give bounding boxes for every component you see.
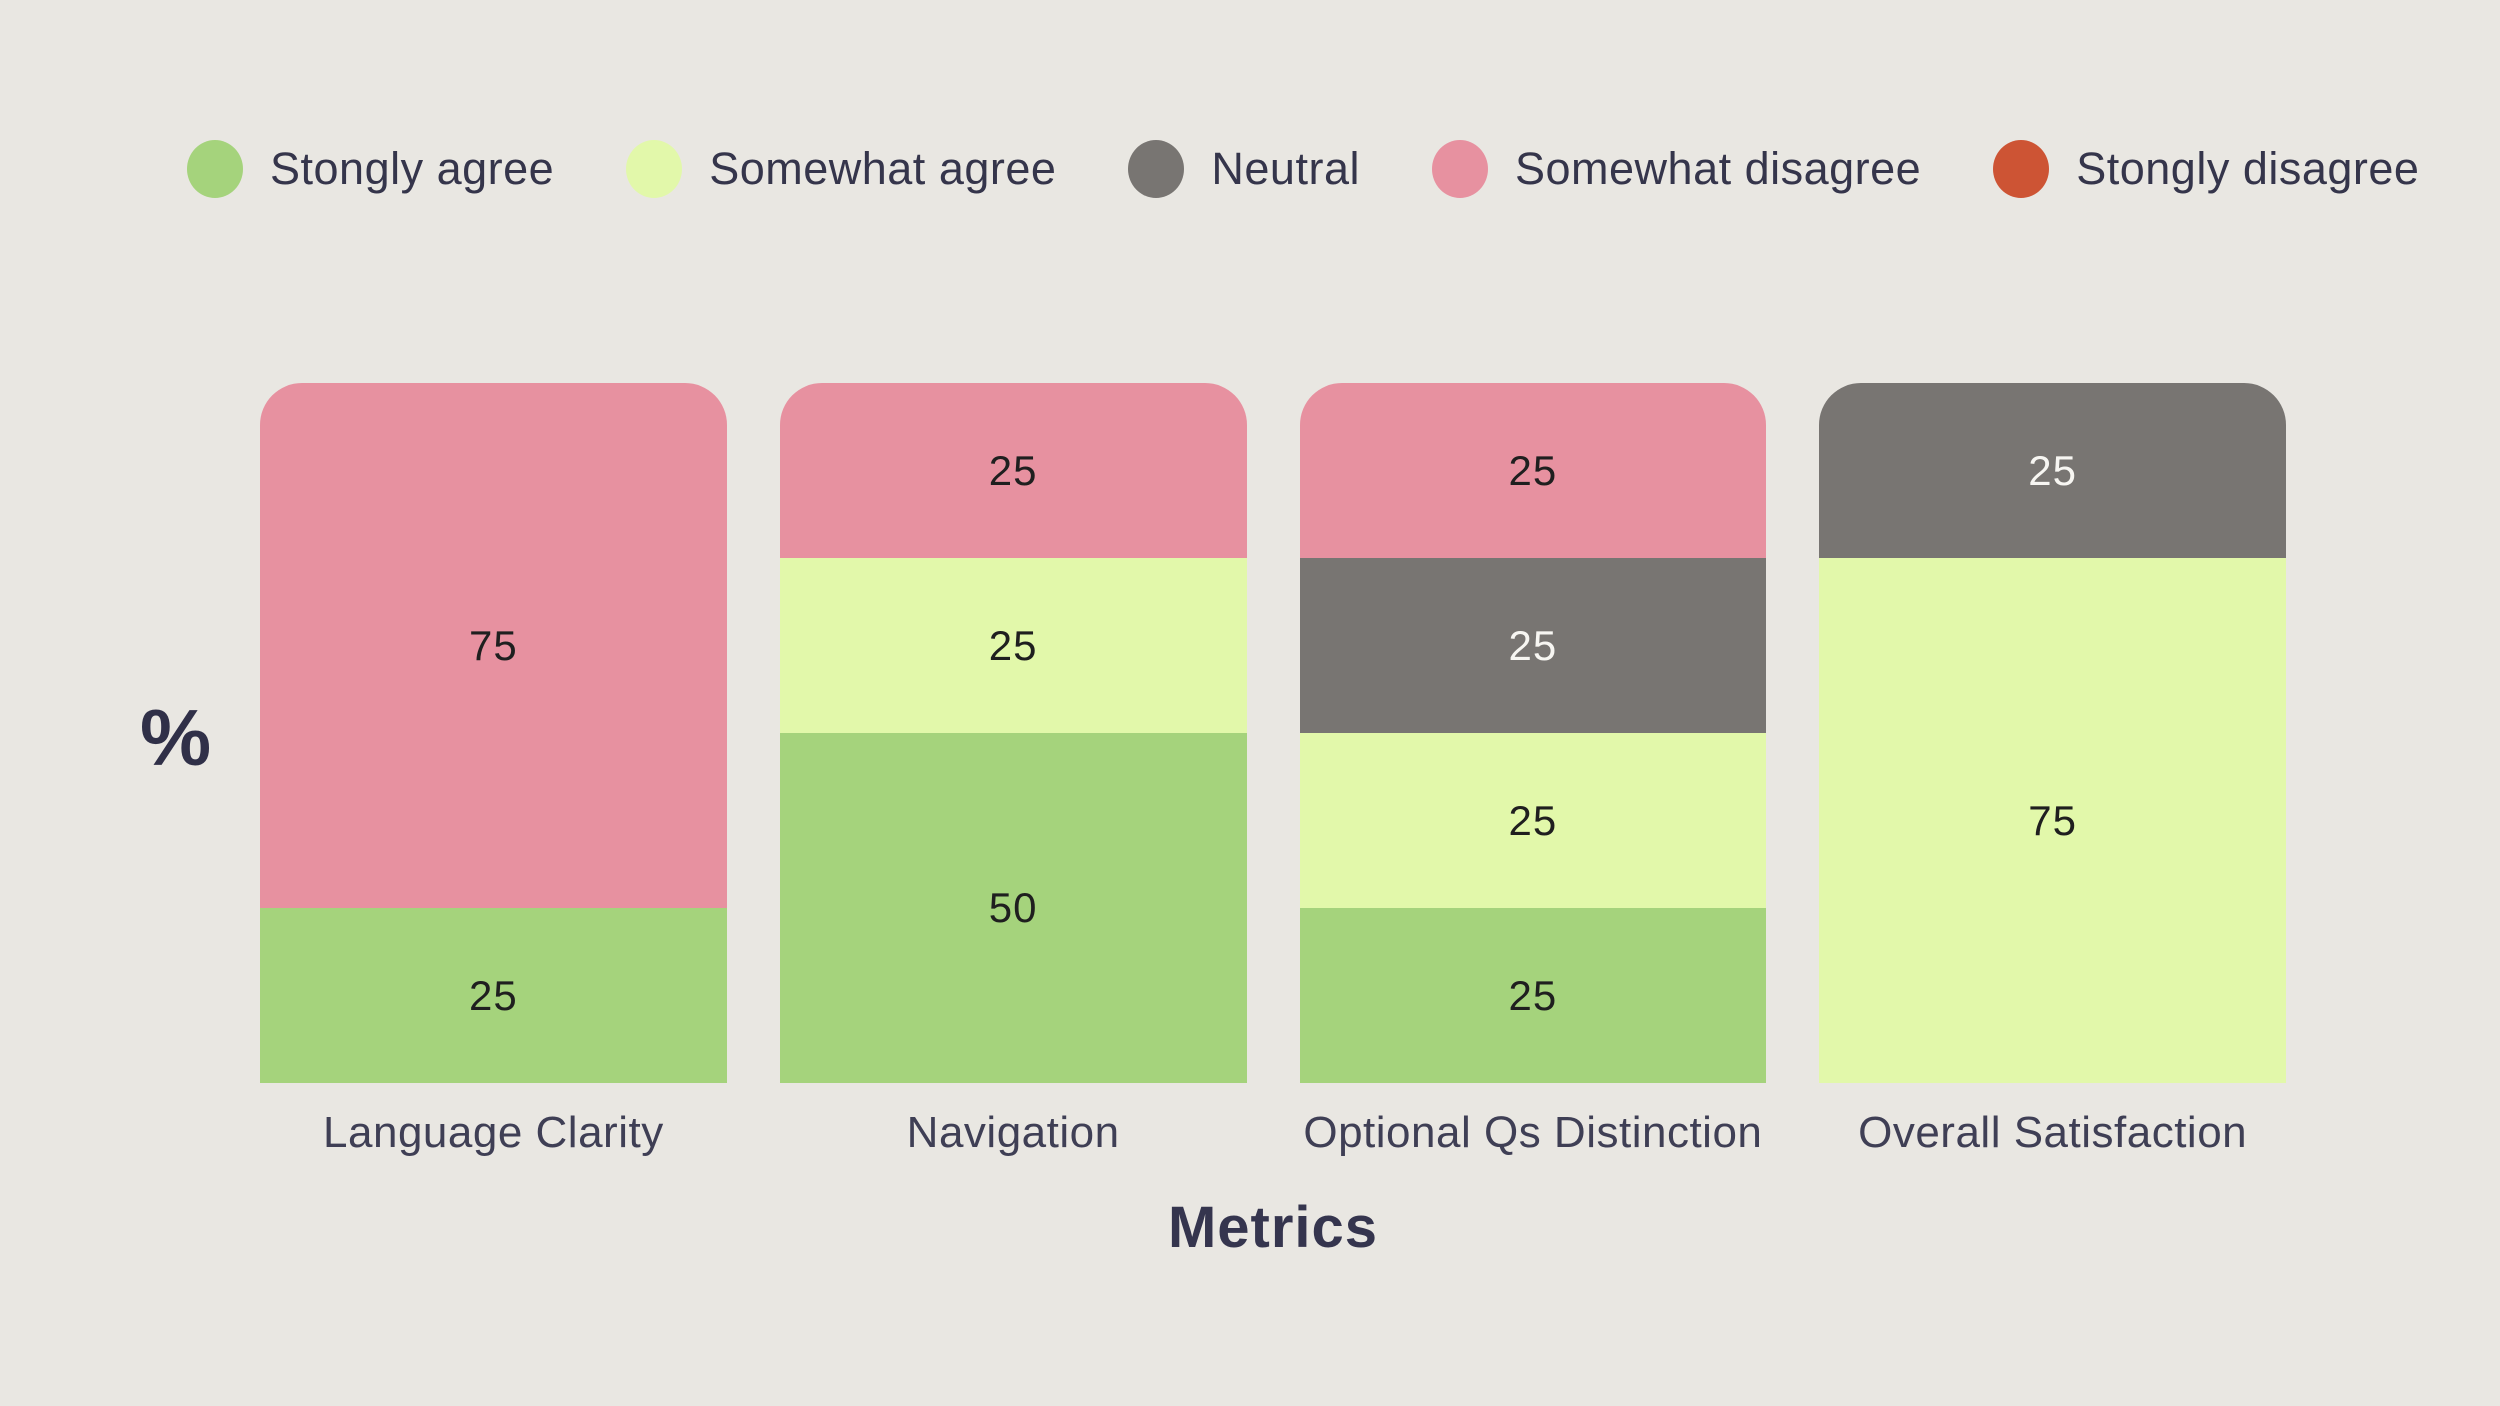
- legend-label: Stongly disagree: [2076, 143, 2420, 194]
- bar-segment: 25: [779, 558, 1247, 733]
- legend-label: Neutral: [1211, 143, 1360, 194]
- segment-value-label: 25: [2028, 446, 2077, 494]
- bar-language-clarity: 75 25: [260, 383, 727, 1083]
- bar-overall-satisfaction: 25 75: [1819, 383, 2286, 1083]
- legend-label: Somewhat agree: [709, 143, 1057, 194]
- segment-value-label: 25: [1508, 446, 1558, 494]
- segment-value-label: 75: [2028, 796, 2077, 844]
- bar-segment: 50: [779, 733, 1247, 1083]
- legend-swatch-icon: [1431, 140, 1488, 198]
- segment-value-label: 75: [469, 621, 518, 669]
- segment-value-label: 25: [1508, 621, 1558, 669]
- bar-segment: 25: [1819, 383, 2286, 558]
- bar-segment: 75: [260, 383, 727, 908]
- category-label: Overall Satisfaction: [1858, 1108, 2248, 1157]
- legend-swatch-icon: [626, 140, 683, 198]
- bar-segment: 25: [1299, 733, 1767, 908]
- legend-item: Stongly disagree: [1993, 140, 2419, 198]
- segment-value-label: 25: [1508, 971, 1558, 1019]
- bar-segment: 25: [260, 908, 727, 1083]
- legend-item: Somewhat disagree: [1431, 140, 1922, 198]
- category-label: Optional Qs Distinction: [1303, 1108, 1763, 1157]
- legend-swatch-icon: [187, 140, 243, 198]
- segment-value-label: 25: [469, 971, 518, 1019]
- legend-label: Stongly agree: [270, 143, 555, 194]
- segment-value-label: 25: [988, 446, 1038, 494]
- x-axis-title: Metrics: [1167, 1195, 1379, 1260]
- segment-value-label: 50: [988, 884, 1038, 931]
- bar-segment: 75: [1819, 558, 2286, 1083]
- legend-label: Somewhat disagree: [1514, 143, 1922, 194]
- y-axis-title: %: [140, 693, 212, 782]
- legend-swatch-icon: [1128, 140, 1185, 198]
- segment-value-label: 25: [988, 621, 1038, 669]
- bar-segment: 25: [1299, 383, 1767, 558]
- legend-item: Somewhat agree: [626, 140, 1056, 198]
- legend-swatch-icon: [1993, 140, 2050, 198]
- bar-segment: 25: [1299, 908, 1767, 1083]
- segment-value-label: 25: [1508, 796, 1558, 844]
- chart-legend: Stongly agree Somewhat agree Neutral Somewh…: [187, 140, 2419, 198]
- bar-segment: 25: [779, 383, 1247, 558]
- bar-optional-qs-distinction: 25 25 25 25: [1299, 383, 1767, 1083]
- bar-navigation: 25 25 50: [779, 383, 1247, 1083]
- bar-segment: 25: [1299, 558, 1767, 733]
- category-label: Language Clarity: [323, 1108, 664, 1157]
- legend-item: Neutral: [1128, 140, 1360, 198]
- legend-item: Stongly agree: [187, 140, 554, 198]
- bars-area: 75 25 25 25 50 25 25 25 25 25 75: [260, 383, 2286, 1083]
- category-labels: Language Clarity Navigation Optional Qs …: [260, 1108, 2286, 1158]
- category-label: Navigation: [906, 1108, 1120, 1157]
